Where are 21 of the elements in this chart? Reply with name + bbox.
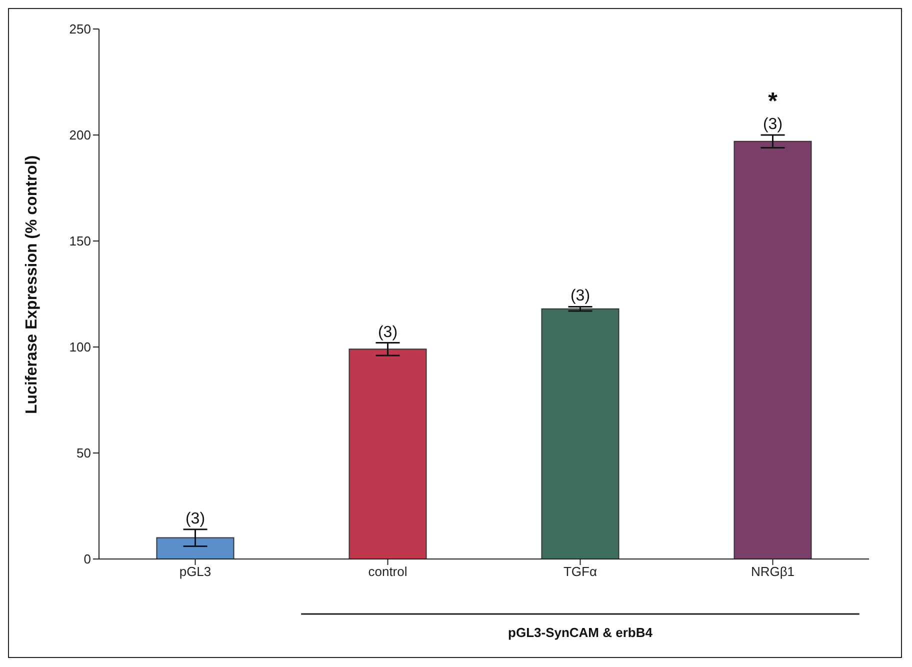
y-tick-label: 100 (69, 340, 91, 355)
y-tick-label: 0 (84, 552, 91, 567)
x-tick-label: TGFα (563, 564, 598, 580)
x-tick-label: NRGβ1 (750, 564, 795, 580)
bar (541, 308, 620, 559)
annotation: (3) (762, 116, 783, 133)
x-tick-label: control (368, 564, 408, 580)
text: pGL3-SynCAM & erbB4 (508, 625, 654, 640)
bar (156, 537, 234, 559)
bar (734, 140, 812, 559)
annotation: (3) (185, 510, 206, 528)
annotation: * (768, 88, 778, 115)
y-axis-title: Luciferase Expression (% control) (24, 155, 41, 414)
y-tick-label: 50 (76, 446, 91, 461)
y-tick-label: 250 (69, 22, 91, 37)
annotation: (3) (378, 324, 398, 341)
x-tick-label: pGL3 (179, 564, 212, 580)
bar (348, 348, 427, 559)
annotation: (3) (570, 288, 590, 305)
y-tick-label: 150 (69, 234, 91, 249)
y-tick-label: 200 (69, 128, 91, 143)
